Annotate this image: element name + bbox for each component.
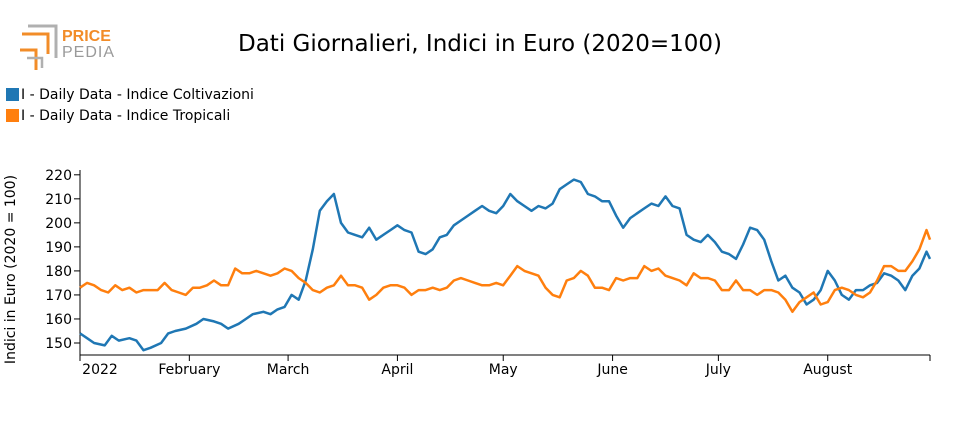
legend-item-coltivazioni[interactable]: I - Daily Data - Indice Coltivazioni — [6, 84, 254, 105]
y-tick-label: 180 — [45, 264, 72, 280]
x-tick-label: May — [489, 362, 518, 378]
series-lines — [79, 178, 932, 352]
x-tick-label: August — [803, 362, 853, 378]
x-tick-label: June — [596, 362, 628, 378]
x-tick-label: July — [705, 362, 731, 378]
y-tick-label: 200 — [45, 216, 72, 232]
series-line-coltivazioni — [79, 178, 932, 352]
legend-label-tropicali: I - Daily Data - Indice Tropicali — [21, 107, 231, 124]
pricepedia-logo: PRICE PEDIA — [20, 24, 115, 70]
logo-mark-icon — [20, 24, 58, 70]
chart-title: Dati Giornalieri, Indici in Euro (2020=1… — [238, 31, 722, 57]
x-tick-label: 2022 — [82, 362, 118, 378]
y-tick-label: 190 — [45, 240, 72, 256]
legend: I - Daily Data - Indice Coltivazioni I -… — [6, 84, 254, 126]
legend-swatch-orange — [6, 109, 19, 122]
x-tick-label: April — [381, 362, 413, 378]
x-axis: 2022 February March April May June July August — [79, 354, 931, 378]
y-tick-label: 170 — [45, 288, 72, 304]
y-axis-label: Indici in Euro (2020 = 100) — [3, 175, 19, 364]
legend-item-tropicali[interactable]: I - Daily Data - Indice Tropicali — [6, 105, 254, 126]
y-tick-label: 150 — [45, 336, 72, 352]
x-tick-label: February — [158, 362, 220, 378]
logo-text-pedia: PEDIA — [62, 44, 115, 61]
y-tick-label: 220 — [45, 168, 72, 184]
y-tick-label: 210 — [45, 192, 72, 208]
logo-text-price: PRICE — [62, 28, 111, 45]
series-line-tropicali — [79, 228, 932, 314]
y-tick-label: 160 — [45, 312, 72, 328]
y-axis: 150 160 170 180 190 200 210 220 — [45, 168, 81, 355]
legend-label-coltivazioni: I - Daily Data - Indice Coltivazioni — [21, 86, 254, 103]
x-tick-label: March — [267, 362, 310, 378]
legend-swatch-blue — [6, 88, 19, 101]
